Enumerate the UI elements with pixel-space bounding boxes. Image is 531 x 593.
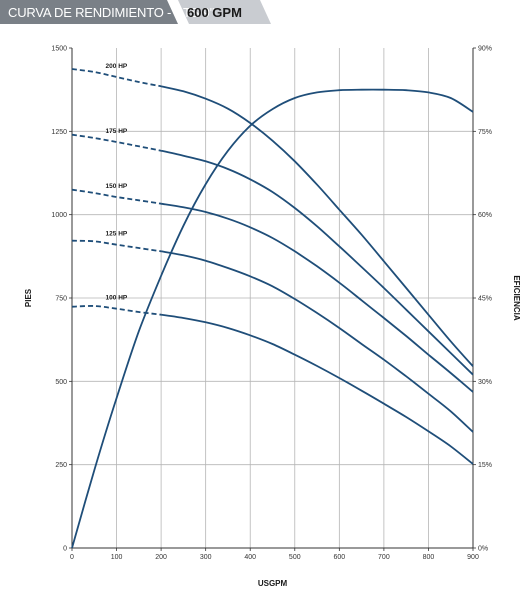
series-label-125-hp: 125 HP bbox=[106, 231, 128, 238]
y2-tick-label: 30% bbox=[478, 379, 492, 386]
y-tick-label: 1000 bbox=[51, 212, 67, 219]
y-axis-title: PIES bbox=[24, 288, 33, 307]
y2-tick-label: 45% bbox=[478, 296, 492, 303]
curve-150-hp-dashed bbox=[71, 188, 162, 205]
y2-tick-label: 90% bbox=[478, 46, 492, 53]
curve-200-hp bbox=[160, 85, 474, 367]
x-tick-label: 0 bbox=[70, 554, 74, 561]
x-tick-label: 700 bbox=[378, 554, 390, 561]
y2-tick-label: 60% bbox=[478, 212, 492, 219]
curve-100-hp bbox=[160, 313, 474, 465]
curve-175-hp-dashed bbox=[71, 133, 162, 152]
curve-200-hp-dashed bbox=[71, 68, 162, 88]
y2-tick-label: 75% bbox=[478, 129, 492, 136]
x-tick-label: 500 bbox=[289, 554, 301, 561]
chart-title: CURVA DE RENDIMIENTO - STS 9" bbox=[8, 5, 215, 20]
x-tick-label: 800 bbox=[423, 554, 435, 561]
chart-curves bbox=[71, 68, 474, 549]
y-tick-label: 1500 bbox=[51, 46, 67, 53]
chart-tick-labels: 0 100 200 300 400 500 600 700 800 900 0 250 500 750 10… bbox=[51, 46, 492, 562]
y2-axis-title: EFICIENCIA bbox=[512, 275, 521, 321]
series-label-175-hp: 175 HP bbox=[106, 128, 128, 135]
chart-axes bbox=[69, 47, 476, 551]
y-tick-label: 250 bbox=[55, 462, 67, 469]
curve-125-hp-dashed bbox=[71, 239, 162, 253]
y2-tick-label: 15% bbox=[478, 462, 492, 469]
x-tick-label: 600 bbox=[333, 554, 345, 561]
chart-header: CURVA DE RENDIMIENTO - STS 9" 600 GPM bbox=[0, 0, 531, 28]
header-band bbox=[0, 0, 271, 24]
x-tick-label: 200 bbox=[155, 554, 167, 561]
series-label-150-hp: 150 HP bbox=[106, 183, 128, 190]
x-tick-label: 300 bbox=[200, 554, 212, 561]
curve-175-hp bbox=[160, 149, 474, 376]
x-tick-label: 100 bbox=[111, 554, 123, 561]
curve-150-hp bbox=[160, 202, 474, 393]
y-tick-label: 1250 bbox=[51, 129, 67, 136]
series-label-100-hp: 100 HP bbox=[106, 295, 128, 302]
y2-tick-label: 0% bbox=[478, 546, 488, 553]
chart-series-labels: 200 HP 175 HP 150 HP 125 HP 100 HP bbox=[106, 63, 128, 302]
header-flow-tab bbox=[178, 0, 271, 24]
curve-125-hp bbox=[160, 250, 474, 433]
x-tick-label: 900 bbox=[467, 554, 479, 561]
series-label-200-hp: 200 HP bbox=[106, 63, 128, 70]
flow-rate-label: 600 GPM bbox=[187, 5, 242, 20]
y-tick-label: 750 bbox=[55, 296, 67, 303]
y-tick-label: 500 bbox=[55, 379, 67, 386]
chart-grid bbox=[72, 48, 473, 548]
x-axis-title: USGPM bbox=[258, 579, 288, 588]
y-tick-label: 0 bbox=[63, 546, 67, 553]
x-tick-label: 400 bbox=[244, 554, 256, 561]
curve-efficiency bbox=[71, 88, 474, 549]
header-title-band bbox=[0, 0, 178, 24]
